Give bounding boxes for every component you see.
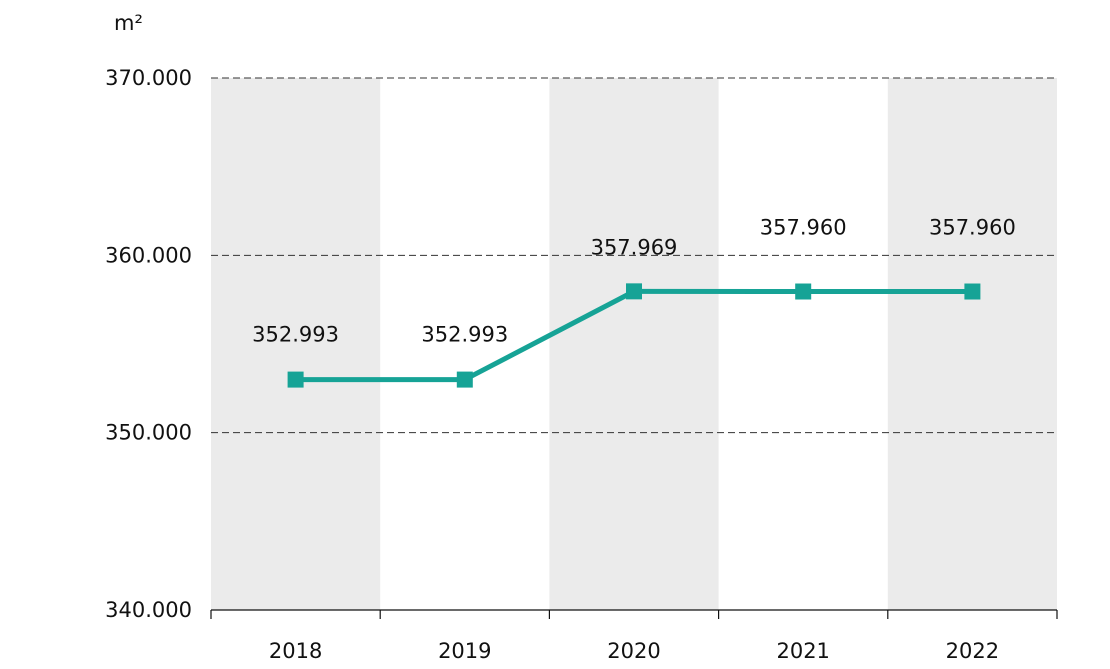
data-point-2022 bbox=[964, 283, 981, 300]
data-point-2021 bbox=[795, 283, 812, 300]
series-points bbox=[287, 283, 981, 388]
axes bbox=[210, 609, 1058, 619]
x-tick-labels: 2018 2019 2020 2021 2022 bbox=[269, 639, 999, 663]
data-point-2019 bbox=[456, 371, 473, 388]
y-tick-label: 370.000 bbox=[105, 66, 192, 90]
data-label-2020: 357.969 bbox=[591, 235, 678, 259]
x-tick-label: 2019 bbox=[438, 639, 491, 663]
gridlines bbox=[211, 77, 1057, 434]
band-2022 bbox=[887, 78, 1057, 610]
y-tick-label: 340.000 bbox=[105, 598, 192, 622]
data-labels: 352.993 352.993 357.969 357.960 357.960 bbox=[252, 216, 1016, 347]
data-label-2021: 357.960 bbox=[760, 216, 847, 240]
data-label-2022: 357.960 bbox=[929, 216, 1016, 240]
x-tick-label: 2022 bbox=[946, 639, 999, 663]
y-unit-label: m² bbox=[114, 11, 143, 35]
data-point-2020 bbox=[626, 283, 642, 300]
x-tick-label: 2020 bbox=[607, 639, 660, 663]
y-tick-label: 350.000 bbox=[105, 421, 192, 445]
y-tick-label: 360.000 bbox=[105, 243, 192, 267]
x-tick-label: 2021 bbox=[776, 639, 829, 663]
x-tick-label: 2018 bbox=[269, 639, 322, 663]
data-label-2019: 352.993 bbox=[421, 323, 508, 347]
y-tick-labels: 340.000 350.000 360.000 370.000 bbox=[105, 66, 192, 622]
band-2018 bbox=[211, 78, 381, 610]
data-point-2018 bbox=[287, 371, 304, 388]
background-bands bbox=[211, 78, 1057, 610]
band-2020 bbox=[549, 78, 719, 610]
data-label-2018: 352.993 bbox=[252, 323, 339, 347]
